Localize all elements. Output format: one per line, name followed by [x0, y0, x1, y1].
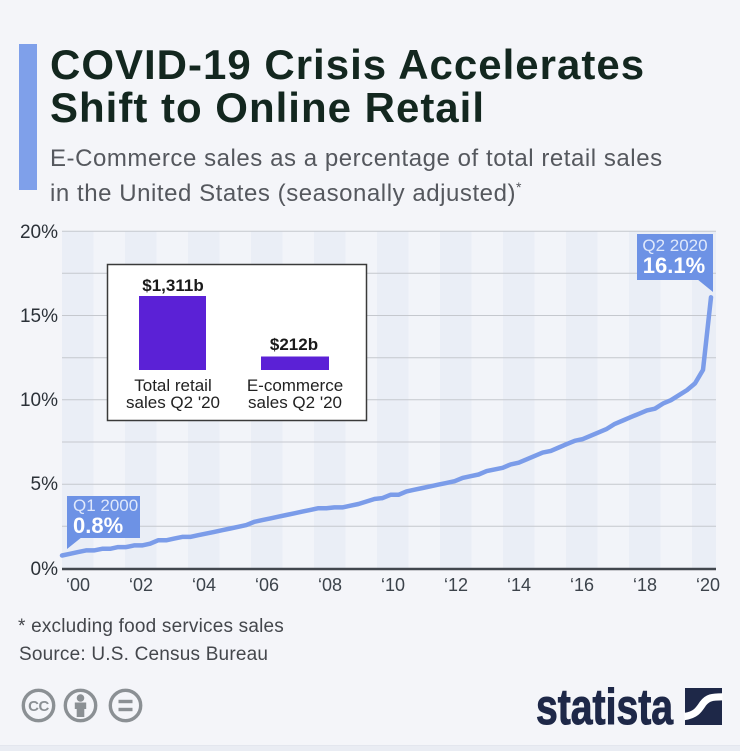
- svg-text:‘14: ‘14: [507, 575, 531, 595]
- svg-text:10%: 10%: [20, 390, 58, 411]
- svg-text:15%: 15%: [20, 306, 58, 327]
- svg-text:0.8%: 0.8%: [73, 513, 123, 538]
- svg-text:‘10: ‘10: [381, 575, 405, 595]
- svg-text:CC: CC: [28, 698, 49, 715]
- svg-text:16.1%: 16.1%: [643, 253, 705, 278]
- svg-text:5%: 5%: [31, 474, 59, 495]
- svg-text:20%: 20%: [20, 222, 58, 243]
- svg-text:‘20: ‘20: [696, 575, 720, 595]
- svg-text:Total retail: Total retail: [134, 376, 211, 395]
- svg-text:statista: statista: [536, 679, 674, 735]
- svg-text:sales Q2 '20: sales Q2 '20: [126, 393, 220, 412]
- svg-text:‘02: ‘02: [129, 575, 153, 595]
- svg-text:$1,311b: $1,311b: [142, 276, 203, 295]
- svg-text:$212b: $212b: [270, 335, 318, 354]
- svg-text:Q1 2000: Q1 2000: [73, 496, 138, 515]
- svg-text:‘12: ‘12: [444, 575, 468, 595]
- svg-text:0%: 0%: [31, 559, 59, 580]
- svg-text:‘16: ‘16: [570, 575, 594, 595]
- svg-text:‘00: ‘00: [66, 575, 90, 595]
- svg-text:E-commerce: E-commerce: [247, 376, 343, 395]
- svg-text:‘18: ‘18: [633, 575, 657, 595]
- svg-text:‘04: ‘04: [192, 575, 216, 595]
- svg-text:‘06: ‘06: [255, 575, 279, 595]
- svg-text:sales Q2 '20: sales Q2 '20: [248, 393, 342, 412]
- svg-text:Q2 2020: Q2 2020: [642, 236, 707, 255]
- svg-text:‘08: ‘08: [318, 575, 342, 595]
